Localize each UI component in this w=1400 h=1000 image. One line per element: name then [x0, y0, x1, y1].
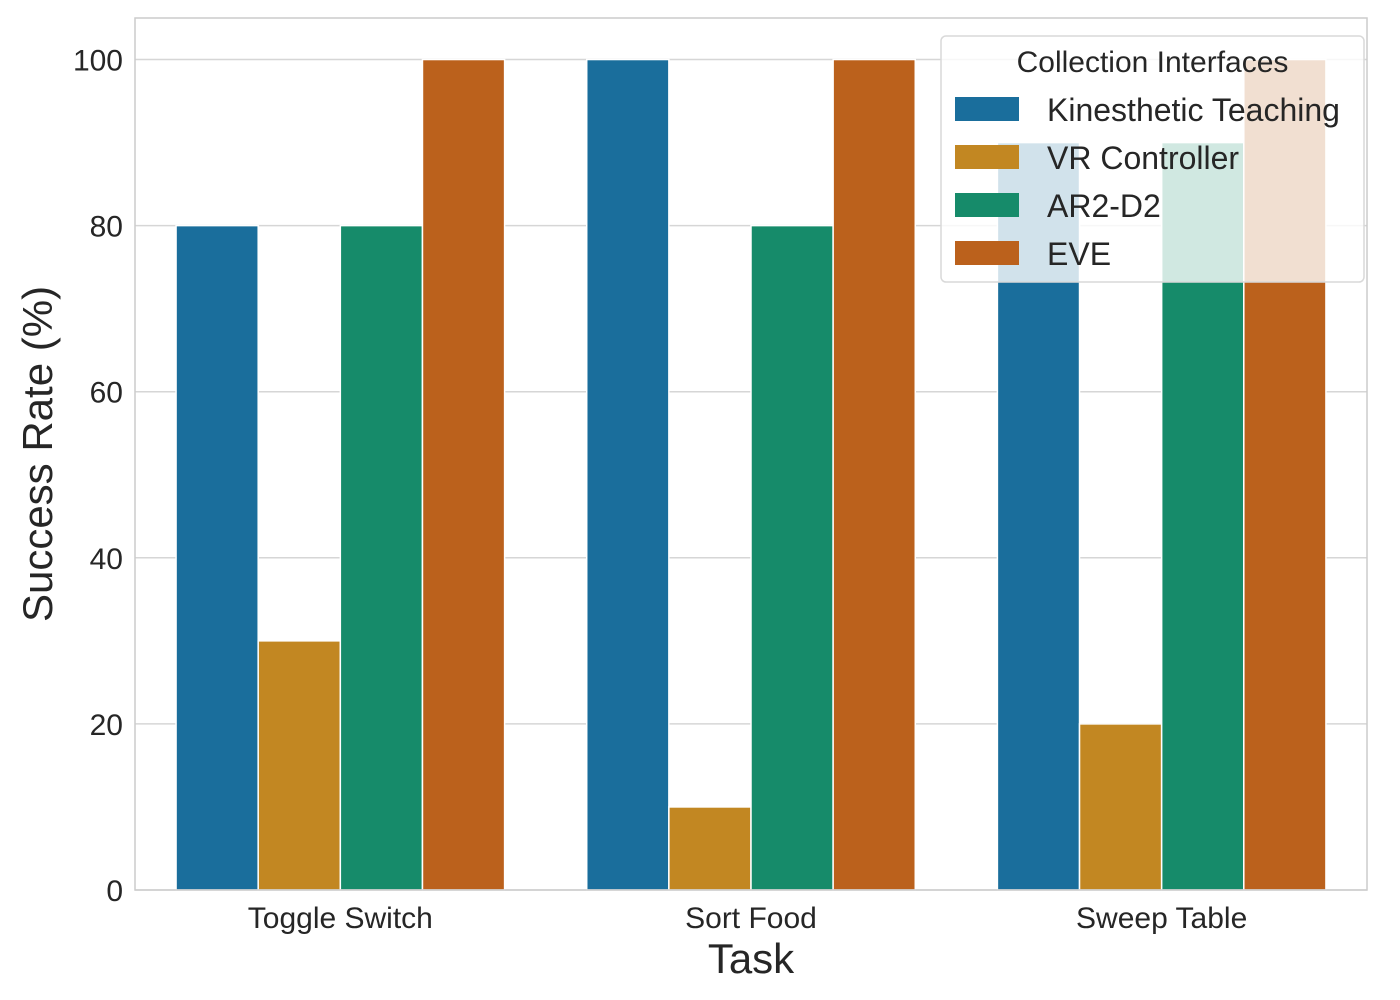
bar [257, 640, 342, 891]
legend-frame [940, 35, 1365, 283]
bar [750, 224, 834, 891]
axes-layer: 0 20 40 60 80 100 Toggle Switch Sort Food Sweep … [73, 17, 1368, 935]
bar [1078, 723, 1163, 891]
x-axis-label: Task [708, 935, 795, 982]
plot-frame [134, 17, 1368, 891]
legend: Collection Interfaces Kinesthetic Teachi… [940, 35, 1365, 283]
x-tick-label: Toggle Switch [248, 902, 433, 935]
legend-swatch [955, 145, 1019, 169]
y-tick-label: 40 [90, 543, 123, 576]
bar [832, 58, 917, 891]
y-tick-label: 20 [90, 709, 123, 742]
y-tick-label: 0 [106, 875, 123, 908]
x-tick-label: Sweep Table [1076, 902, 1247, 935]
bar [175, 224, 259, 891]
legend-label: VR Controller [1047, 140, 1239, 176]
y-tick-label: 80 [90, 211, 123, 244]
x-tick-label: Sort Food [685, 902, 817, 935]
legend-swatch [955, 193, 1019, 217]
bar [421, 58, 506, 891]
legend-swatch [955, 241, 1019, 265]
bar [339, 224, 424, 891]
legend-label: EVE [1047, 236, 1111, 272]
legend-items: Kinesthetic Teaching VR Controller AR2-D2 E… [955, 92, 1340, 272]
y-tick-label: 60 [90, 377, 123, 410]
legend-label: Kinesthetic Teaching [1047, 92, 1340, 128]
bar [585, 58, 670, 891]
legend-title: Collection Interfaces [1017, 46, 1289, 79]
legend-label: AR2-D2 [1047, 188, 1161, 224]
y-tick-label: 100 [73, 45, 123, 78]
y-axis-label: Success Rate (%) [14, 286, 61, 622]
bar [668, 806, 752, 891]
legend-swatch [955, 97, 1019, 121]
